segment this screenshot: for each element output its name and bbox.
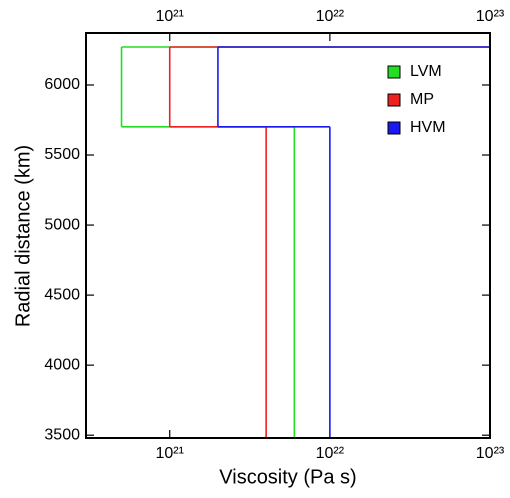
y-tick-label: 3500	[44, 426, 80, 443]
x-tick-label: 10²³	[476, 445, 505, 462]
x-tick-label: 10²¹	[156, 445, 184, 462]
x-axis-label: Viscosity (Pa s)	[219, 466, 356, 488]
y-tick-label: 6000	[44, 76, 80, 93]
y-tick-label: 4500	[44, 286, 80, 303]
legend-label: MP	[410, 91, 434, 108]
legend-label: LVM	[410, 63, 442, 80]
legend-swatch	[387, 65, 401, 79]
y-tick-label: 5000	[44, 216, 80, 233]
legend-label: HVM	[410, 119, 446, 136]
legend-swatch	[387, 121, 401, 135]
x-tick-label-top: 10²³	[476, 8, 505, 25]
x-tick-label-top: 10²¹	[156, 8, 184, 25]
y-axis-label: Radial distance (km)	[12, 145, 34, 327]
y-tick-label: 4000	[44, 356, 80, 373]
y-tick-label: 5500	[44, 146, 80, 163]
x-tick-label: 10²²	[316, 445, 345, 462]
x-tick-label-top: 10²²	[316, 8, 345, 25]
legend-swatch	[387, 93, 401, 107]
plot-frame	[85, 32, 491, 439]
